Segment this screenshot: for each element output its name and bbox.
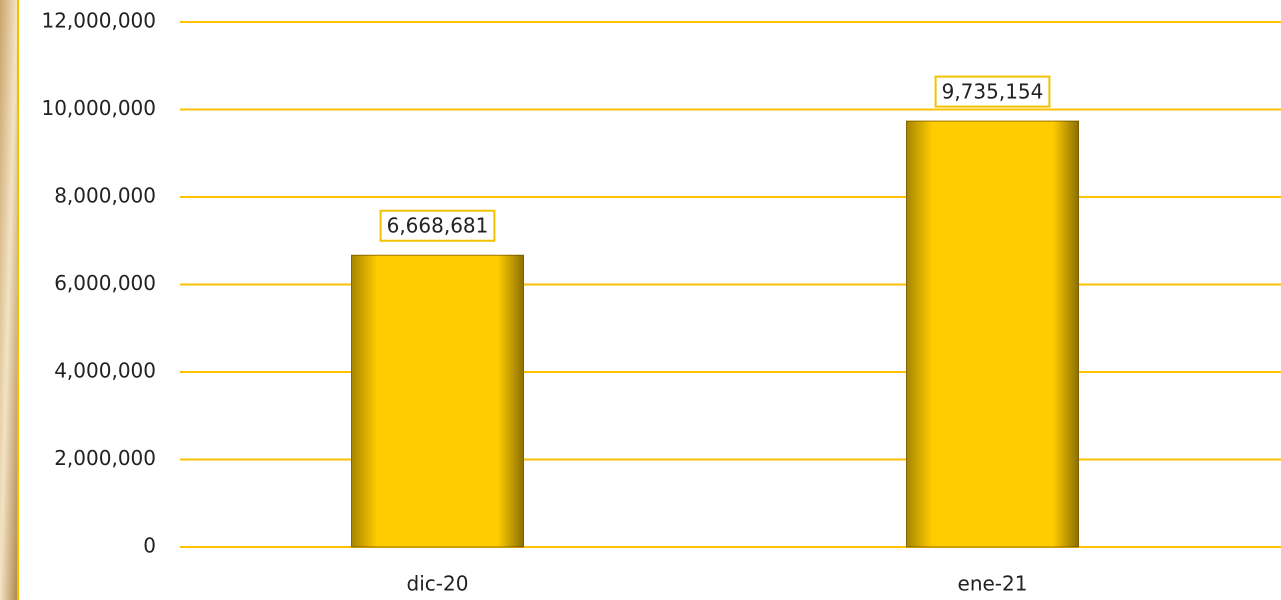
- bar-shade: [352, 255, 524, 547]
- y-tick-label: 0: [143, 534, 156, 558]
- y-tick-label: 8,000,000: [54, 184, 156, 208]
- chart: 0 2,000,000 4,000,000 6,000,000 8,000,000 10,…: [0, 0, 1281, 600]
- x-tick-label: dic-20: [407, 572, 469, 596]
- value-label: 9,735,154: [942, 80, 1044, 104]
- x-tick-label: ene-21: [958, 572, 1028, 596]
- y-tick-label: 6,000,000: [54, 271, 156, 295]
- page: {"chart_data": {"type": "bar", "categori…: [0, 0, 1281, 600]
- y-tick-label: 12,000,000: [41, 9, 156, 33]
- y-tick-label: 10,000,000: [41, 96, 156, 120]
- value-label: 6,668,681: [387, 214, 489, 238]
- bar-shade: [907, 121, 1079, 547]
- side-image: [0, 0, 17, 600]
- y-tick-label: 4,000,000: [54, 359, 156, 383]
- y-tick-label: 2,000,000: [54, 446, 156, 470]
